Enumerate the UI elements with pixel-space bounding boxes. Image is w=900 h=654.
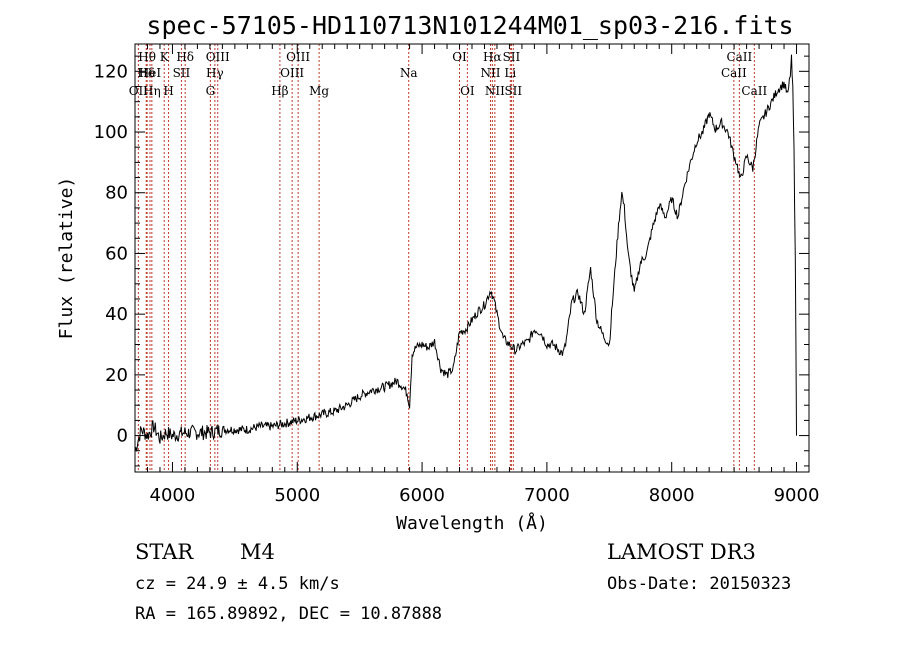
line-label: OIII — [280, 66, 304, 80]
x-tick-label: 9000 — [774, 485, 820, 506]
y-tick-label: 40 — [105, 304, 128, 325]
redshift-info: cz = 24.9 ± 4.5 km/s — [135, 574, 340, 594]
line-label: Na — [400, 66, 418, 80]
line-label: G — [206, 84, 216, 98]
line-label: SII — [504, 84, 522, 98]
y-axis-label: Flux (relative) — [56, 177, 77, 340]
line-label: Hβ — [271, 84, 288, 98]
line-label: Hδ — [137, 66, 155, 80]
line-label: K — [160, 50, 170, 64]
line-label: NII — [485, 84, 505, 98]
y-tick-label: 100 — [94, 122, 128, 143]
observation-date: Obs-Date: 20150323 — [607, 574, 791, 594]
line-label: H — [163, 84, 173, 98]
y-tick-label: 120 — [94, 61, 128, 82]
line-label: SII — [173, 66, 191, 80]
line-label: Hα — [483, 50, 502, 64]
x-tick-label: 6000 — [399, 485, 445, 506]
x-tick-label: 8000 — [649, 485, 695, 506]
spectral-line-markers — [137, 44, 755, 472]
survey-name: LAMOST DR3 — [607, 540, 756, 564]
line-label: OI — [452, 50, 467, 64]
coordinates: RA = 165.89892, DEC = 10.87888 — [135, 604, 442, 624]
plot-frame — [134, 43, 810, 473]
y-tick-label: 80 — [105, 183, 128, 204]
x-axis: 4000 5000 6000 7000 8000 9000 — [134, 44, 820, 506]
line-label: Mg — [309, 84, 329, 98]
line-label: CaII — [721, 66, 747, 80]
line-label: OIII — [206, 50, 230, 64]
line-label: CaII — [726, 50, 752, 64]
y-axis: 0 20 40 60 80 100 120 — [94, 55, 809, 467]
y-tick-label: 20 — [105, 365, 128, 386]
object-subclass: M4 — [240, 540, 275, 564]
line-label: Hδ — [176, 50, 194, 64]
chart-title: spec-57105-HD110713N101244M01_sp03-216.f… — [146, 11, 793, 40]
line-label: CaII — [741, 84, 767, 98]
line-label: Li — [504, 66, 516, 80]
x-tick-label: 4000 — [150, 485, 196, 506]
line-label: Hη — [143, 84, 161, 98]
y-tick-label: 60 — [105, 243, 128, 264]
line-label: OII — [129, 84, 149, 98]
line-label: Hθ — [138, 50, 156, 64]
object-class: STAR — [135, 540, 194, 564]
line-label: NII — [480, 66, 500, 80]
line-label: Hγ — [206, 66, 224, 80]
x-axis-label: Wavelength (Å) — [396, 512, 548, 534]
line-label: OIII — [286, 50, 310, 64]
x-tick-label: 7000 — [524, 485, 570, 506]
line-label: HeI — [139, 66, 162, 80]
spectrum-line — [134, 54, 797, 452]
line-label: SII — [503, 50, 521, 64]
x-tick-label: 5000 — [274, 485, 320, 506]
line-label: OI — [460, 84, 475, 98]
y-tick-label: 0 — [117, 426, 128, 447]
